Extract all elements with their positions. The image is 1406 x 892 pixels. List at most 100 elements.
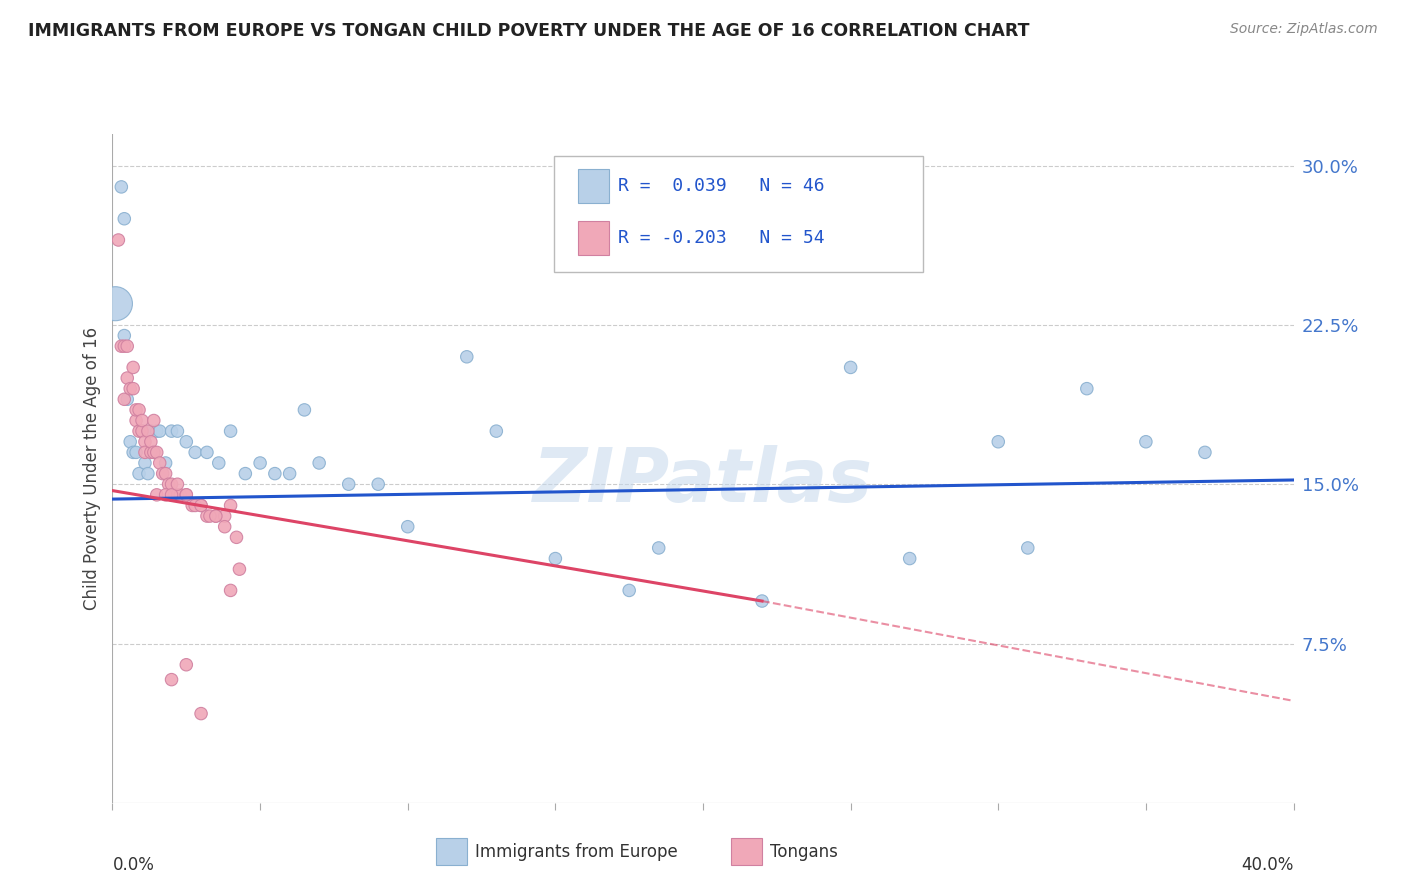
Point [122, 445, 145, 459]
Point [134, 445, 156, 459]
Point [117, 339, 138, 353]
Point [160, 424, 183, 438]
Point [1017, 541, 1039, 555]
Point [120, 434, 142, 449]
Point [149, 456, 172, 470]
Point [198, 509, 221, 524]
Point [337, 477, 360, 491]
Point [898, 551, 921, 566]
Point [149, 424, 172, 438]
Point [128, 403, 150, 417]
Point [174, 434, 197, 449]
Point [122, 360, 145, 375]
Point [131, 413, 153, 427]
Text: 40.0%: 40.0% [1241, 856, 1294, 874]
Point [112, 211, 135, 226]
Point [751, 594, 773, 608]
Point [134, 434, 156, 449]
Point [249, 456, 271, 470]
Point [107, 233, 129, 247]
Point [128, 424, 150, 438]
Point [146, 445, 169, 459]
Point [181, 499, 204, 513]
Point [987, 434, 1010, 449]
Point [146, 424, 169, 438]
Point [308, 456, 330, 470]
Point [152, 467, 174, 481]
Point [184, 445, 207, 459]
Point [120, 382, 142, 396]
Point [219, 424, 242, 438]
Point [131, 424, 153, 438]
Text: ZIPatlas: ZIPatlas [533, 445, 873, 518]
Point [122, 382, 145, 396]
Point [125, 413, 148, 427]
Point [104, 296, 127, 310]
Text: Source: ZipAtlas.com: Source: ZipAtlas.com [1230, 22, 1378, 37]
Point [157, 477, 180, 491]
Point [110, 180, 132, 194]
Point [1076, 382, 1098, 396]
Point [278, 467, 301, 481]
Point [174, 488, 197, 502]
Point [155, 467, 177, 481]
Point [166, 488, 188, 502]
Point [190, 499, 212, 513]
Point [214, 519, 236, 533]
Text: IMMIGRANTS FROM EUROPE VS TONGAN CHILD POVERTY UNDER THE AGE OF 16 CORRELATION C: IMMIGRANTS FROM EUROPE VS TONGAN CHILD P… [28, 22, 1029, 40]
Point [1194, 445, 1216, 459]
Point [396, 519, 419, 533]
Point [125, 445, 148, 459]
Point [619, 583, 641, 598]
Point [456, 350, 478, 364]
Point [160, 477, 183, 491]
Point [190, 706, 212, 721]
Point [1135, 434, 1157, 449]
Point [225, 530, 247, 544]
Y-axis label: Child Poverty Under the Age of 16: Child Poverty Under the Age of 16 [83, 326, 101, 610]
Point [647, 541, 671, 555]
Point [131, 424, 153, 438]
Point [160, 488, 183, 502]
Point [184, 499, 207, 513]
Point [125, 403, 148, 417]
Point [228, 562, 250, 576]
Text: 0.0%: 0.0% [112, 856, 155, 874]
Point [219, 499, 242, 513]
Point [169, 488, 191, 502]
Point [195, 509, 218, 524]
Point [128, 467, 150, 481]
Point [112, 392, 135, 407]
Point [134, 456, 156, 470]
Point [195, 445, 218, 459]
Point [136, 424, 159, 438]
Point [174, 488, 197, 502]
Text: Tongans: Tongans [770, 843, 838, 861]
Text: R = -0.203   N = 54: R = -0.203 N = 54 [617, 229, 824, 247]
Point [155, 456, 177, 470]
Point [139, 434, 162, 449]
Point [139, 424, 162, 438]
Text: Immigrants from Europe: Immigrants from Europe [475, 843, 678, 861]
Point [146, 488, 169, 502]
Point [174, 657, 197, 672]
Point [112, 339, 135, 353]
Point [233, 467, 256, 481]
Point [839, 360, 862, 375]
Point [142, 445, 165, 459]
Point [139, 445, 162, 459]
Point [136, 467, 159, 481]
Point [166, 424, 188, 438]
Point [292, 403, 315, 417]
Point [205, 509, 228, 524]
Point [155, 488, 177, 502]
Point [205, 509, 228, 524]
Text: R =  0.039   N = 46: R = 0.039 N = 46 [617, 178, 824, 195]
Point [112, 328, 135, 343]
Point [142, 413, 165, 427]
Point [163, 488, 186, 502]
Point [264, 467, 287, 481]
Point [219, 583, 242, 598]
Point [367, 477, 389, 491]
Point [160, 673, 183, 687]
